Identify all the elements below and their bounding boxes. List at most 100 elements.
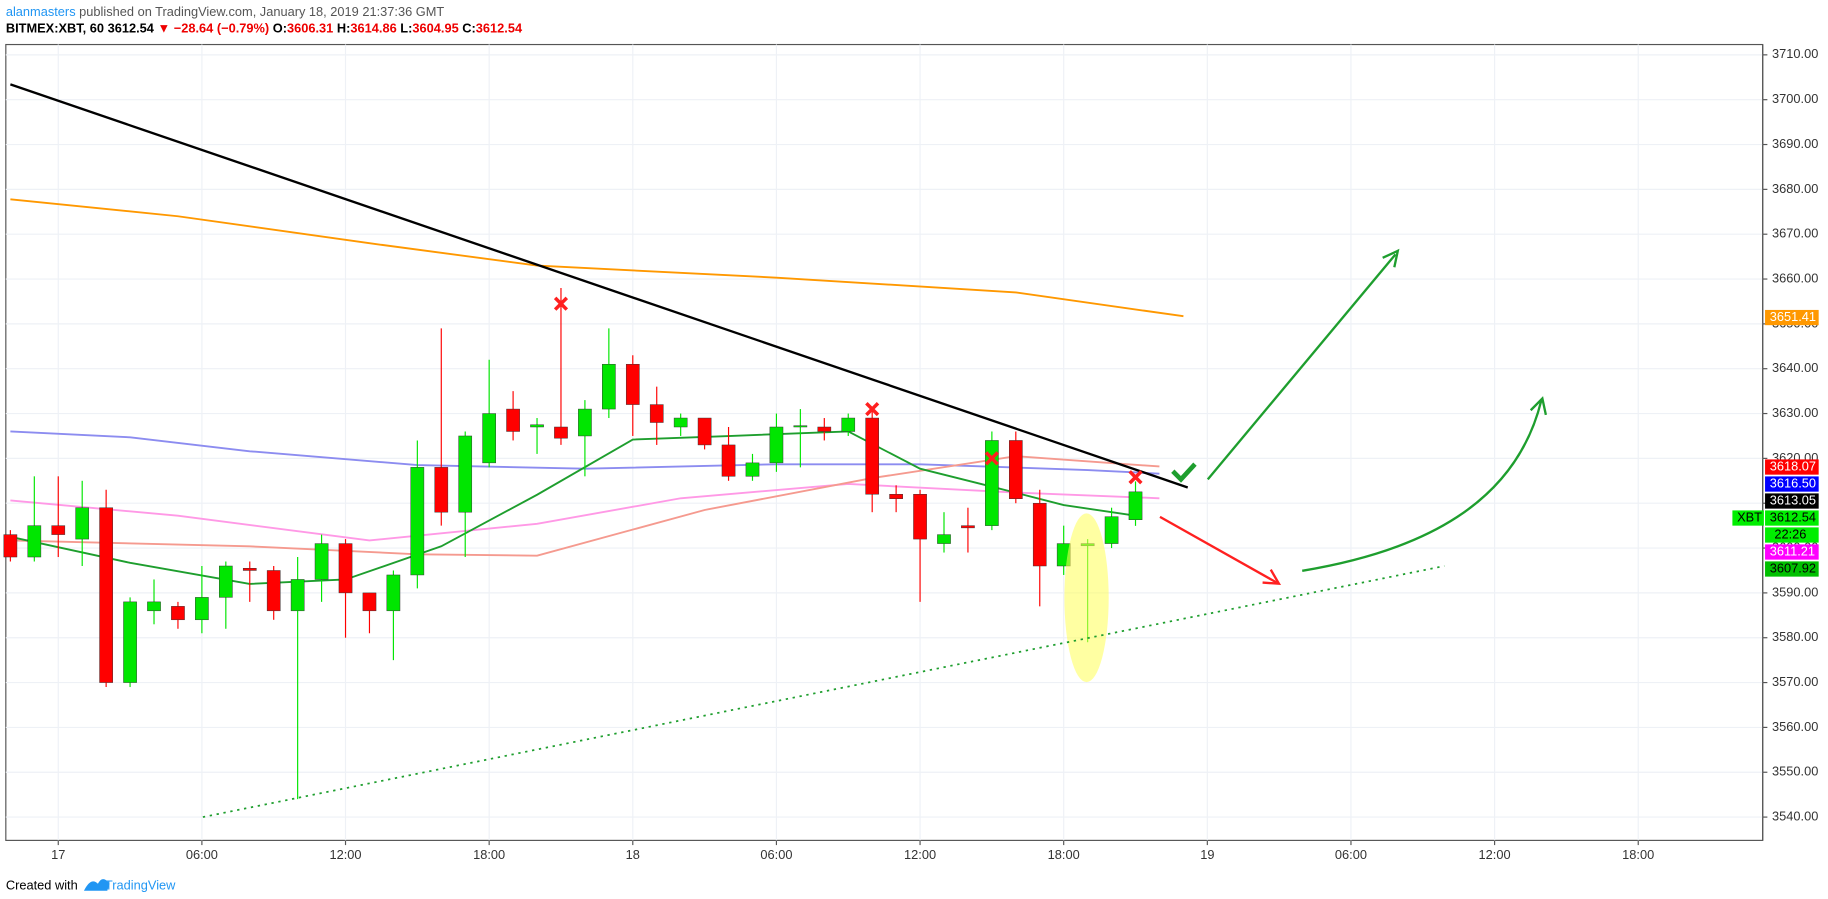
x-tick-label: 19: [1200, 847, 1214, 862]
candle-body: [1128, 491, 1143, 521]
symbol-line: BITMEX:XBT, 60 3612.54 ▼ −28.64 (−0.79%)…: [6, 21, 523, 36]
x-tick-label: 06:00: [186, 847, 218, 862]
candle-body: [75, 507, 90, 540]
candle-body: [554, 426, 568, 439]
price-labels: 3651.41 3618.07 3616.50 3613.05 3612.54 XBT 22…: [1732, 309, 1819, 577]
candle-body: [482, 413, 496, 464]
x-marker: [984, 451, 999, 466]
price-label: 3607.92: [1770, 560, 1816, 575]
ohlc-value: 3604.95: [412, 21, 458, 36]
y-tick-label: 3590.00: [1772, 584, 1818, 599]
candle-body: [458, 435, 473, 513]
candle-body: [745, 462, 760, 477]
trend-line: [202, 565, 1445, 818]
footer-brand: TradingView: [105, 877, 176, 892]
x-tick-label: 18:00: [1622, 847, 1654, 862]
arrow-head: [1529, 396, 1548, 416]
candle-body: [793, 425, 808, 428]
header-line: alanmasters published on TradingView.com…: [6, 4, 445, 19]
plot-frame: [5, 43, 1764, 841]
drawings: [9, 83, 1445, 818]
check-mark: [1171, 462, 1197, 483]
candle-body: [578, 408, 592, 437]
candle-body: [673, 417, 688, 428]
arrow-head: [1262, 569, 1282, 586]
x-tick-label: 12:00: [904, 847, 936, 862]
candle-body: [721, 444, 736, 477]
candle-body: [1009, 440, 1023, 499]
ohlc-value: 3612.54: [476, 21, 523, 36]
price-label-box: [1765, 493, 1819, 509]
x-tick-label: 06:00: [760, 847, 792, 862]
y-tick-label: 3630.00: [1772, 405, 1818, 420]
price-label-box: [1765, 476, 1819, 492]
trend-line: [9, 83, 1189, 489]
price-label-box: [1765, 309, 1819, 326]
candle-body: [937, 534, 951, 544]
price-label: 3618.07: [1770, 458, 1816, 473]
highlight-ellipse: [1064, 513, 1109, 683]
ohlc-label: H:: [337, 21, 351, 36]
candle-body: [195, 597, 209, 621]
ohlc-value: 3614.86: [350, 21, 396, 36]
axes: 3540.00 3550.00 3560.00 3570.00 3580.00 3590.…: [51, 46, 1818, 862]
x-tick-label: 18:00: [473, 847, 505, 862]
ohlc-value: 3606.31: [287, 21, 333, 36]
ohlc-label: L:: [400, 21, 412, 36]
candle-body: [865, 417, 879, 495]
x-marker: [553, 296, 569, 311]
curved-arrow: [1302, 400, 1543, 572]
change: −28.64 (−0.79%): [174, 21, 269, 36]
y-tick-label: 3690.00: [1772, 136, 1818, 151]
price-label-box: [1765, 510, 1819, 526]
candle-body: [434, 467, 449, 513]
price-label: 3613.05: [1770, 492, 1816, 507]
price-label: 3651.41: [1770, 309, 1816, 324]
candle-body: [171, 606, 185, 621]
candle-body: [242, 568, 257, 571]
x-tick-label: 12:00: [329, 847, 361, 862]
candle-body: [889, 494, 903, 499]
candle-body: [123, 601, 137, 683]
candle-body: [266, 570, 281, 612]
price-label-box: [1765, 561, 1819, 577]
x-tick-label: 18: [626, 847, 640, 862]
last-price: 3612.54: [108, 21, 155, 36]
candle-body: [290, 579, 305, 612]
ohlc-label: O:: [273, 21, 287, 36]
published: published on TradingView.com, January 18…: [79, 4, 444, 19]
price-label-box: [1765, 544, 1819, 560]
change-arrow: ▼: [158, 21, 171, 36]
x-tick-label: 12:00: [1479, 847, 1511, 862]
candle-body: [410, 467, 425, 576]
y-tick-label: 3680.00: [1772, 181, 1818, 196]
y-tick-label: 3710.00: [1772, 46, 1818, 61]
candle-body: [99, 507, 113, 683]
author: alanmasters: [6, 4, 76, 19]
price-label: 3616.50: [1770, 475, 1816, 490]
candle-body: [1032, 502, 1047, 567]
arrow: [1159, 515, 1278, 584]
countdown: 22:26: [1774, 526, 1806, 541]
x-tick-label: 06:00: [1335, 847, 1367, 862]
candle-body: [530, 424, 544, 428]
arrow: [1206, 253, 1397, 481]
y-tick-label: 3640.00: [1772, 360, 1818, 375]
x-tick-label: 18:00: [1048, 847, 1080, 862]
candle-body: [147, 601, 161, 612]
ohlc-label: C:: [462, 21, 476, 36]
candle-body: [219, 565, 233, 598]
y-tick-label: 3700.00: [1772, 91, 1818, 106]
candle-body: [649, 404, 664, 423]
x-marker: [1128, 470, 1143, 485]
symbol-label-box: [1732, 510, 1764, 526]
candle-body: [3, 534, 18, 558]
candle-body: [314, 543, 329, 580]
y-tick-label: 3670.00: [1772, 226, 1818, 241]
candle-body: [697, 417, 712, 446]
candle-body: [338, 543, 353, 594]
candle-body: [841, 417, 856, 432]
footer-text: Created with: [6, 877, 78, 892]
symbol: BITMEX:XBT, 60: [6, 21, 104, 36]
